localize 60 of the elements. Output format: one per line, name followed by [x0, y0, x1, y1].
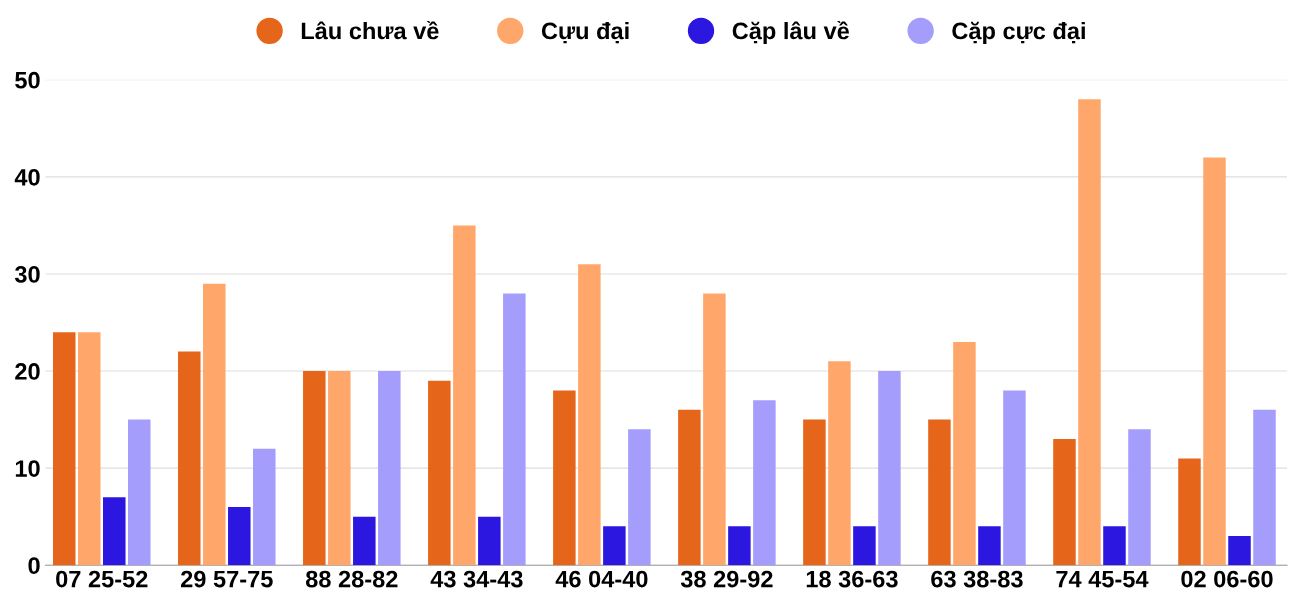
- bar: [128, 419, 151, 566]
- bar: [453, 225, 476, 566]
- bar: [603, 526, 626, 566]
- bar: [253, 448, 276, 566]
- bar: [428, 380, 451, 566]
- x-tick-label: 74 45-54: [1056, 570, 1149, 588]
- bar: [303, 371, 326, 566]
- bar: [703, 293, 726, 566]
- bar: [1078, 99, 1101, 566]
- bar: [853, 526, 876, 566]
- bar: [1003, 390, 1026, 566]
- legend-label: Cựu đại: [541, 21, 629, 44]
- y-tick-label: 10: [15, 460, 40, 477]
- bar: [1103, 526, 1126, 566]
- bar: [628, 429, 651, 566]
- x-tick-label: 18 36-63: [806, 570, 898, 588]
- bar: [578, 264, 601, 566]
- bar: [353, 516, 376, 566]
- x-tick-label: 43 34-43: [430, 570, 523, 588]
- x-tick-label: 07 25-52: [56, 570, 148, 588]
- bar: [53, 332, 76, 566]
- bar: [828, 361, 851, 566]
- bar: [103, 497, 126, 566]
- bar: [378, 371, 401, 566]
- x-tick-label: 63 38-83: [931, 570, 1023, 588]
- y-tick-label: 20: [15, 363, 40, 380]
- y-tick-label: 0: [28, 557, 40, 574]
- x-tick-label: 38 29-92: [680, 570, 773, 588]
- bar: [953, 341, 976, 566]
- bar: [1128, 429, 1151, 566]
- legend-label: Cặp lâu về: [732, 20, 850, 44]
- x-tick-label: 02 06-60: [1181, 570, 1273, 588]
- x-tick-label: 46 04-40: [555, 570, 648, 588]
- bar: [928, 419, 951, 566]
- bar: [1203, 157, 1226, 566]
- y-tick-label: 50: [15, 71, 40, 89]
- bar: [553, 390, 576, 566]
- bar: [328, 371, 351, 566]
- x-tick-label: 29 57-75: [181, 570, 273, 588]
- x-tick-label: 88 28-82: [305, 570, 398, 588]
- y-tick-label: 40: [14, 168, 40, 186]
- bar: [1253, 409, 1276, 566]
- bar: [803, 419, 826, 566]
- bar: [178, 351, 201, 566]
- bar: [503, 293, 526, 566]
- bar: [1178, 458, 1201, 566]
- bar: [478, 516, 501, 566]
- bar: [78, 332, 101, 566]
- bar: [678, 409, 701, 566]
- bar: [978, 526, 1001, 566]
- bar: [753, 400, 776, 566]
- bar: [878, 371, 901, 566]
- bar: [728, 526, 751, 566]
- bar: [1053, 439, 1076, 566]
- legend-label: Cặp cực đại: [952, 21, 1085, 44]
- bar: [1228, 536, 1251, 566]
- bar: [228, 506, 251, 566]
- legend-label: Lâu chưa về: [301, 20, 439, 40]
- y-tick-label: 30: [14, 266, 40, 283]
- bar: [203, 283, 226, 566]
